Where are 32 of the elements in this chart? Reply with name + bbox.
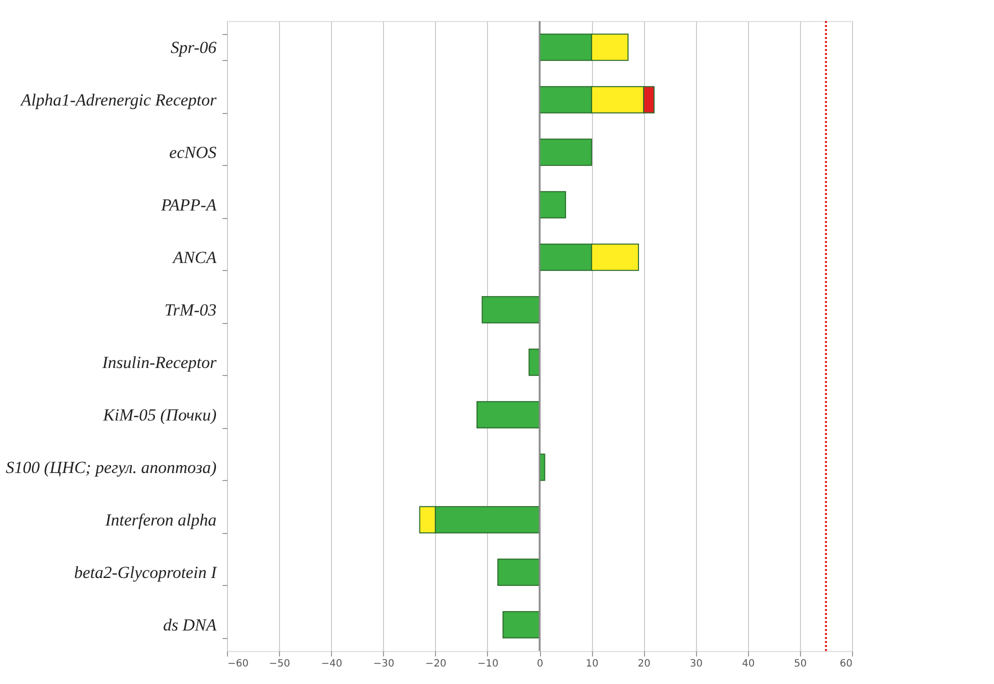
x-tick-label: −20 bbox=[425, 658, 446, 670]
y-tick-label: S100 (ЦНС; регул. апоптоза) bbox=[6, 458, 217, 477]
bar bbox=[539, 138, 592, 166]
y-tick-label: Spr-06 bbox=[170, 38, 217, 57]
x-tick-label: −50 bbox=[269, 658, 290, 670]
bar bbox=[482, 296, 540, 324]
x-tick-label: 40 bbox=[742, 658, 755, 670]
x-tick-label: −30 bbox=[373, 658, 394, 670]
y-tick-label: Insulin-Receptor bbox=[101, 352, 217, 372]
y-tick-label: ds DNA bbox=[163, 615, 218, 634]
x-tick-label: −60 bbox=[228, 658, 249, 670]
y-tick-label: ecNOS bbox=[169, 142, 217, 162]
y-tick-label: Alpha1-Adrenergic Receptor bbox=[20, 90, 217, 110]
y-tick-label: PAPP-A bbox=[160, 195, 218, 214]
bar bbox=[539, 191, 566, 218]
x-tick-label: 20 bbox=[638, 658, 651, 670]
y-tick-label: beta2-Glycoprotein I bbox=[74, 562, 218, 582]
x-tick-label: −40 bbox=[321, 658, 342, 670]
x-tick-label: 10 bbox=[586, 658, 598, 670]
bar bbox=[497, 558, 540, 586]
x-tick-label: 30 bbox=[690, 658, 703, 670]
y-tick-label: TrM-03 bbox=[164, 300, 216, 320]
y-tick-label: Interferon alpha bbox=[104, 510, 216, 530]
bar bbox=[528, 348, 540, 376]
y-tick-label: ANCA bbox=[172, 248, 218, 267]
x-tick-label: 50 bbox=[794, 658, 807, 670]
x-tick-label: −10 bbox=[477, 658, 498, 670]
x-tick-label: 0 bbox=[536, 658, 544, 670]
y-tick-label: KiM-05 (Почки) bbox=[102, 405, 217, 424]
bar bbox=[502, 611, 540, 638]
bar bbox=[476, 401, 540, 428]
x-tick-label: 60 bbox=[840, 658, 852, 670]
